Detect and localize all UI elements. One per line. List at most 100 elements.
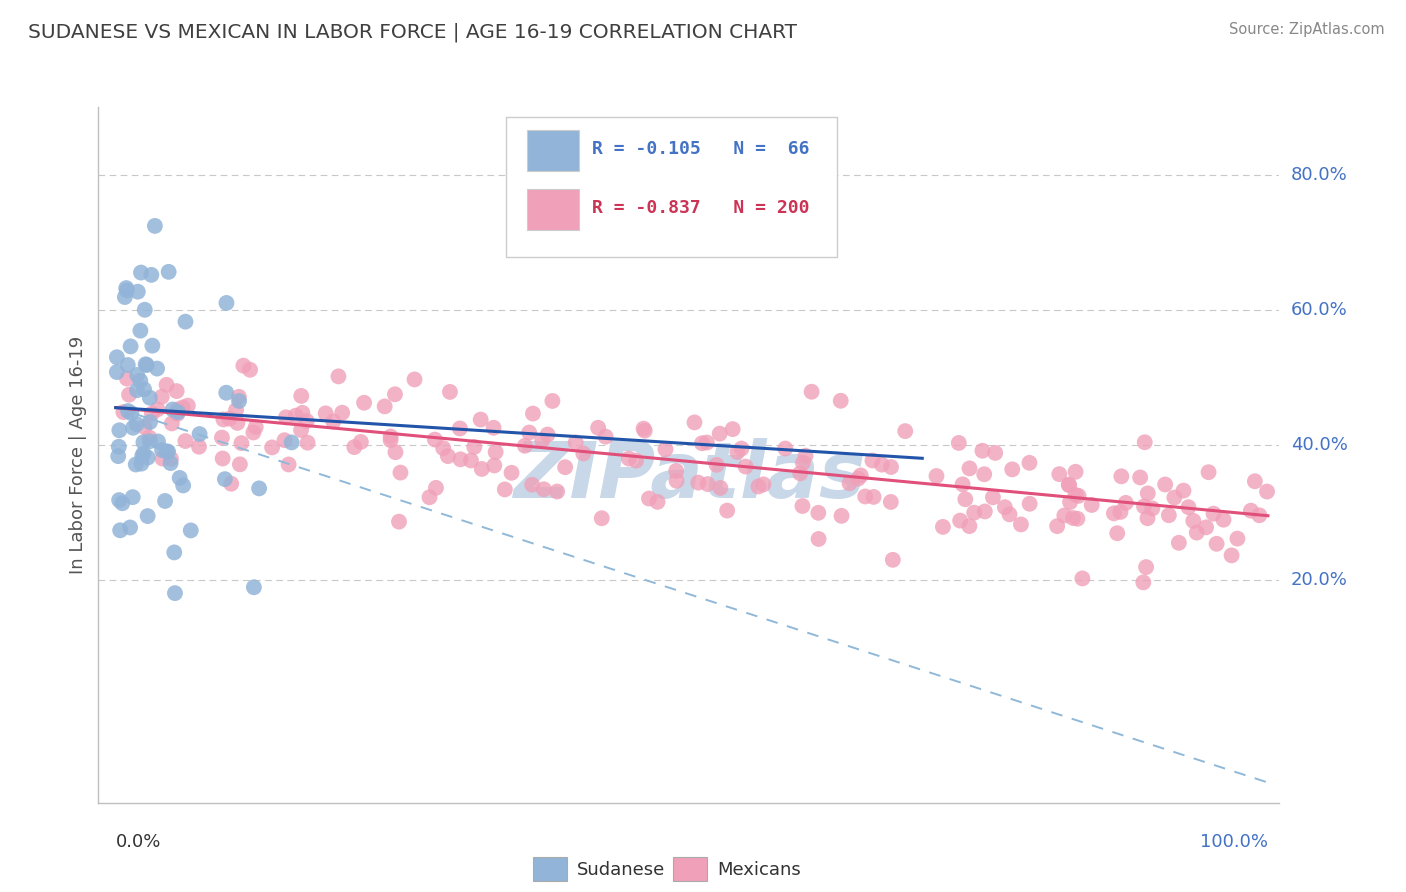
Point: [131, 449, 153, 463]
Point: [127, 285, 149, 299]
Point: [290, 389, 312, 403]
FancyBboxPatch shape: [527, 130, 579, 171]
Point: [665, 474, 688, 488]
Point: [108, 440, 131, 454]
Point: [471, 462, 494, 476]
Point: [1182, 514, 1205, 528]
Point: [789, 467, 811, 481]
Point: [141, 407, 163, 421]
Point: [1135, 560, 1157, 574]
Point: [894, 424, 917, 438]
Point: [389, 466, 412, 480]
Point: [404, 372, 426, 386]
Point: [463, 440, 485, 454]
Point: [517, 425, 540, 440]
Point: [172, 401, 194, 415]
Point: [696, 435, 718, 450]
Point: [1249, 508, 1271, 523]
Point: [1220, 549, 1243, 563]
Point: [1129, 470, 1152, 484]
Text: SUDANESE VS MEXICAN IN LABOR FORCE | AGE 16-19 CORRELATION CHART: SUDANESE VS MEXICAN IN LABOR FORCE | AGE…: [28, 22, 797, 42]
Point: [1057, 478, 1080, 492]
Point: [1053, 508, 1076, 523]
Point: [972, 443, 994, 458]
Point: [624, 453, 647, 467]
Point: [794, 449, 817, 463]
Point: [554, 460, 576, 475]
Point: [1205, 537, 1227, 551]
Point: [1071, 571, 1094, 585]
Point: [830, 393, 852, 408]
Point: [136, 509, 159, 524]
Point: [215, 385, 238, 400]
Point: [180, 524, 202, 538]
Text: 100.0%: 100.0%: [1199, 833, 1268, 851]
Point: [1136, 511, 1159, 525]
Point: [115, 371, 138, 385]
FancyBboxPatch shape: [527, 189, 579, 230]
Point: [716, 503, 738, 517]
Point: [880, 460, 903, 475]
Point: [315, 406, 337, 420]
Point: [146, 361, 169, 376]
Point: [374, 400, 396, 414]
Point: [228, 390, 250, 404]
Point: [129, 374, 152, 388]
Point: [284, 409, 307, 423]
Point: [111, 496, 134, 510]
Point: [384, 387, 406, 401]
Point: [139, 391, 162, 405]
Point: [166, 407, 188, 421]
Point: [232, 359, 254, 373]
Point: [247, 482, 270, 496]
Point: [792, 456, 814, 470]
Point: [120, 339, 142, 353]
Point: [973, 467, 995, 482]
Point: [1062, 511, 1084, 525]
Point: [1001, 462, 1024, 476]
Point: [1177, 500, 1199, 515]
Point: [1157, 508, 1180, 523]
Point: [388, 515, 411, 529]
Point: [1115, 496, 1137, 510]
Point: [127, 368, 149, 382]
Point: [114, 290, 136, 304]
Point: [654, 442, 676, 457]
Point: [188, 427, 211, 442]
Point: [696, 477, 718, 491]
Point: [846, 472, 869, 486]
Point: [135, 358, 157, 372]
Point: [160, 417, 183, 431]
Point: [541, 393, 564, 408]
Point: [730, 442, 752, 456]
Point: [105, 350, 128, 364]
Point: [280, 435, 302, 450]
Point: [1018, 456, 1040, 470]
Point: [139, 434, 162, 449]
Point: [706, 458, 728, 472]
Point: [290, 423, 312, 437]
Point: [957, 519, 980, 533]
Point: [219, 476, 242, 491]
Point: [470, 412, 492, 426]
Point: [107, 449, 129, 463]
Text: 80.0%: 80.0%: [1291, 166, 1347, 184]
Point: [350, 434, 373, 449]
Point: [1059, 495, 1081, 509]
Point: [1173, 483, 1195, 498]
Point: [211, 451, 233, 466]
Point: [277, 458, 299, 472]
FancyBboxPatch shape: [506, 118, 837, 257]
Point: [212, 412, 235, 426]
Point: [1136, 486, 1159, 500]
Point: [432, 441, 454, 455]
Point: [131, 457, 153, 471]
Point: [108, 423, 131, 437]
Point: [105, 365, 128, 379]
Point: [228, 393, 250, 408]
Point: [531, 434, 554, 448]
Point: [838, 476, 860, 491]
Point: [226, 416, 249, 430]
Point: [188, 440, 211, 454]
Point: [831, 508, 853, 523]
